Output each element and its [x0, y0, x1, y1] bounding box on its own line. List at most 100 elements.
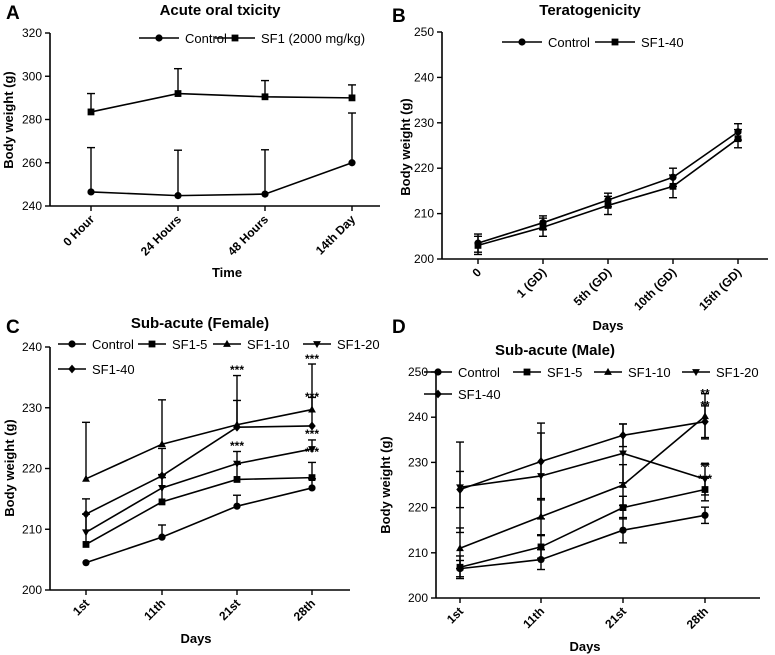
significance-annotation: **	[700, 387, 710, 401]
legend-item: SF1 (2000 mg/kg)	[215, 31, 365, 46]
significance-annotation: ***	[230, 363, 244, 377]
y-tick-label: 220	[408, 501, 428, 515]
legend-item: SF1-40	[424, 387, 501, 402]
y-tick-label: 260	[22, 156, 42, 170]
legend-item: Control	[139, 31, 227, 46]
significance-annotation: ***	[698, 472, 712, 486]
data-point	[82, 529, 90, 537]
series-line	[85, 476, 313, 546]
data-point	[734, 135, 742, 143]
significance-annotation: **	[700, 460, 710, 474]
panel-d-title: Sub-acute (Male)	[495, 342, 615, 359]
series-line	[85, 425, 313, 515]
legend-item: SF1-40	[595, 35, 684, 50]
panel-c-letter: C	[6, 317, 20, 338]
legend-marker	[604, 367, 612, 375]
legend-marker	[518, 38, 526, 46]
panel-b-ylabel: Body weight (g)	[398, 98, 413, 196]
panel-c-title: Sub-acute (Female)	[131, 315, 269, 332]
y-tick-label: 200	[22, 583, 42, 597]
series-line	[85, 408, 313, 480]
data-point	[174, 90, 182, 97]
data-point	[619, 480, 627, 488]
y-tick-label: 220	[22, 462, 42, 476]
y-tick-label: 240	[414, 70, 434, 84]
legend-label: SF1-5	[172, 337, 207, 352]
series-line	[459, 420, 706, 491]
series-line	[459, 452, 706, 489]
chart-d: 200 210 220 230 240 250 1st 11th 21st 28th Control…	[408, 365, 760, 632]
data-point	[87, 188, 95, 196]
data-point	[233, 502, 241, 510]
data-point	[537, 543, 545, 551]
series-control	[87, 112, 356, 200]
data-point	[174, 192, 182, 200]
legend-label: SF1-5	[547, 365, 582, 380]
x-tick-label: 28th	[291, 596, 318, 623]
data-point	[158, 485, 166, 493]
x-tick-label: 14th Day	[313, 212, 359, 258]
data-point	[308, 474, 316, 482]
legend-item: Control	[424, 365, 500, 380]
legend-marker	[523, 368, 531, 376]
legend-marker	[155, 34, 163, 42]
legend-label: SF1-20	[337, 337, 380, 352]
legend-label: SF1-10	[247, 337, 290, 352]
y-tick-label: 210	[408, 546, 428, 560]
series-line	[459, 415, 706, 550]
series-control	[82, 478, 316, 567]
series-line	[459, 488, 706, 569]
panel-d: D Sub-acute (Male) Days Body weight (g)	[378, 317, 615, 654]
y-tick-label: 210	[414, 207, 434, 221]
data-point	[619, 430, 627, 440]
y-tick-label: 250	[414, 25, 434, 39]
x-tick-label: 0 Hour	[60, 212, 97, 249]
legend-item: SF1-10	[213, 337, 290, 352]
y-tick-label: 210	[22, 522, 42, 536]
data-point	[619, 450, 627, 458]
y-tick-label: 280	[22, 113, 42, 127]
chart-a: 240 260 280 300 320 0 Hour 24 Hours 48 Hours 14t…	[22, 26, 380, 258]
legend-label: SF1-20	[716, 365, 759, 380]
data-point	[158, 498, 166, 506]
data-point	[456, 544, 464, 552]
data-point	[308, 446, 316, 454]
y-tick-label: 240	[22, 199, 42, 213]
x-tick-label: 21st	[216, 596, 243, 623]
series-sf1-10	[456, 392, 709, 570]
y-tick-label: 240	[22, 340, 42, 354]
x-tick-label: 15th (GD)	[696, 265, 744, 313]
data-point	[701, 476, 709, 484]
significance-annotation: ***	[305, 445, 319, 459]
chart-c: 200 210 220 230 240 1st 11th 21st 28th Control SF1…	[22, 337, 380, 624]
legend-marker	[223, 339, 231, 347]
legend-label: Control	[548, 35, 590, 50]
panel-a-title: Acute oral txicity	[160, 2, 282, 19]
legend-marker	[692, 369, 700, 377]
legend-label: SF1-40	[641, 35, 684, 50]
significance-annotation: ***	[305, 352, 319, 366]
panel-a-xlabel: Time	[212, 265, 242, 280]
data-point	[233, 476, 241, 483]
series-sf1-5	[456, 477, 709, 580]
x-tick-label: 1 (GD)	[514, 265, 549, 300]
data-point	[261, 190, 269, 198]
data-point	[233, 460, 241, 468]
legend-label: SF1-40	[458, 387, 501, 402]
legend-label: SF1 (2000 mg/kg)	[261, 31, 365, 46]
x-tick-label: 5th (GD)	[571, 265, 614, 308]
legend-item: Control	[502, 35, 590, 50]
legend-item: SF1-5	[513, 365, 582, 380]
legend-label: Control	[92, 337, 134, 352]
legend-marker	[68, 364, 76, 374]
x-tick-label: 28th	[684, 604, 711, 631]
data-point	[82, 559, 90, 567]
series-sf1-40	[82, 363, 316, 519]
data-point	[348, 159, 356, 167]
panel-a-ylabel: Body weight (g)	[1, 71, 16, 169]
y-tick-label: 220	[414, 161, 434, 175]
legend-marker	[434, 368, 442, 376]
y-tick-label: 320	[22, 26, 42, 40]
significance-annotation: ***	[305, 427, 319, 441]
